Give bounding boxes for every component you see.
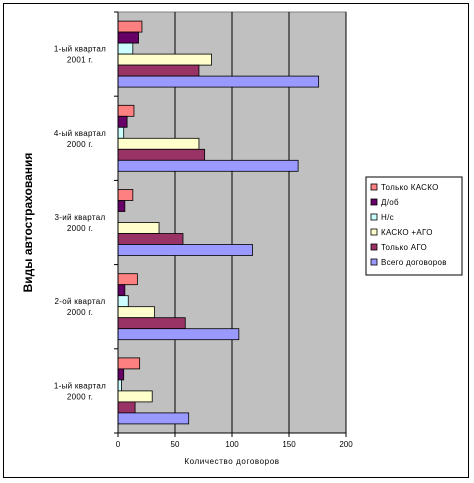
- legend-label: Д/об: [381, 198, 399, 207]
- x-tick-label: 50: [171, 440, 180, 449]
- bar-1-4: [117, 368, 125, 381]
- legend-swatch: [370, 228, 378, 236]
- bar-1-0: [117, 31, 139, 44]
- legend-swatch: [370, 243, 378, 251]
- bar-1-1: [117, 115, 128, 128]
- x-tick-label: 200: [339, 440, 353, 449]
- legend-label: КАСКО +АГО: [381, 228, 433, 237]
- bar-0-3: [117, 273, 138, 286]
- bar-2-4: [117, 379, 122, 392]
- x-tick-label: 150: [282, 440, 296, 449]
- bar-4-1: [117, 148, 206, 161]
- bar-3-3: [117, 306, 155, 319]
- bar-5-4: [117, 412, 190, 425]
- x-tick-label: 100: [225, 440, 239, 449]
- category-label: 2-ой квартал 2000 г.: [55, 297, 106, 317]
- bar-4-2: [117, 233, 184, 245]
- bar-0-2: [117, 189, 134, 201]
- legend-label: Н/с: [381, 213, 394, 222]
- legend-label: Только КАСКО: [381, 183, 439, 192]
- bar-2-1: [117, 126, 125, 139]
- category-label: 4-ый квартал 2000 г.: [54, 129, 106, 149]
- bar-2-3: [117, 295, 129, 308]
- bar-5-0: [117, 75, 320, 88]
- legend-swatch: [370, 213, 378, 221]
- bar-4-4: [117, 401, 136, 414]
- bar-2-0: [117, 42, 134, 55]
- legend-label: Только АГО: [381, 243, 427, 252]
- bar-1-3: [117, 284, 126, 297]
- category-label: 1-ый квартал 2000 г.: [54, 381, 106, 401]
- bar-1-2: [117, 200, 126, 212]
- x-axis-label: Количество договоров: [184, 457, 279, 466]
- x-tick-label: 0: [116, 440, 121, 449]
- bar-0-0: [117, 20, 143, 33]
- legend-label: Всего договоров: [381, 258, 447, 267]
- y-axis-label: Виды автострахования: [21, 153, 35, 293]
- legend: Только КАСКО Д/об Н/с КАСКО +АГО Только АГО В…: [365, 176, 463, 276]
- bar-3-0: [117, 53, 212, 66]
- category-label: 1-ый квартал 2001 г.: [54, 45, 106, 65]
- bar-4-3: [117, 317, 186, 330]
- bar-4-0: [117, 64, 200, 77]
- category-label: 3-ий квартал 2000 г.: [55, 213, 106, 233]
- legend-swatch: [370, 198, 378, 206]
- bar-0-1: [117, 104, 135, 117]
- bar-0-4: [117, 357, 141, 370]
- bar-5-2: [117, 244, 253, 256]
- bar-3-1: [117, 137, 200, 150]
- legend-swatch: [370, 183, 378, 191]
- legend-swatch: [370, 258, 378, 266]
- bar-3-4: [117, 390, 153, 403]
- bar-3-2: [117, 222, 160, 234]
- legend-box: [365, 176, 463, 276]
- bar-5-3: [117, 328, 240, 341]
- bar-5-1: [117, 159, 299, 172]
